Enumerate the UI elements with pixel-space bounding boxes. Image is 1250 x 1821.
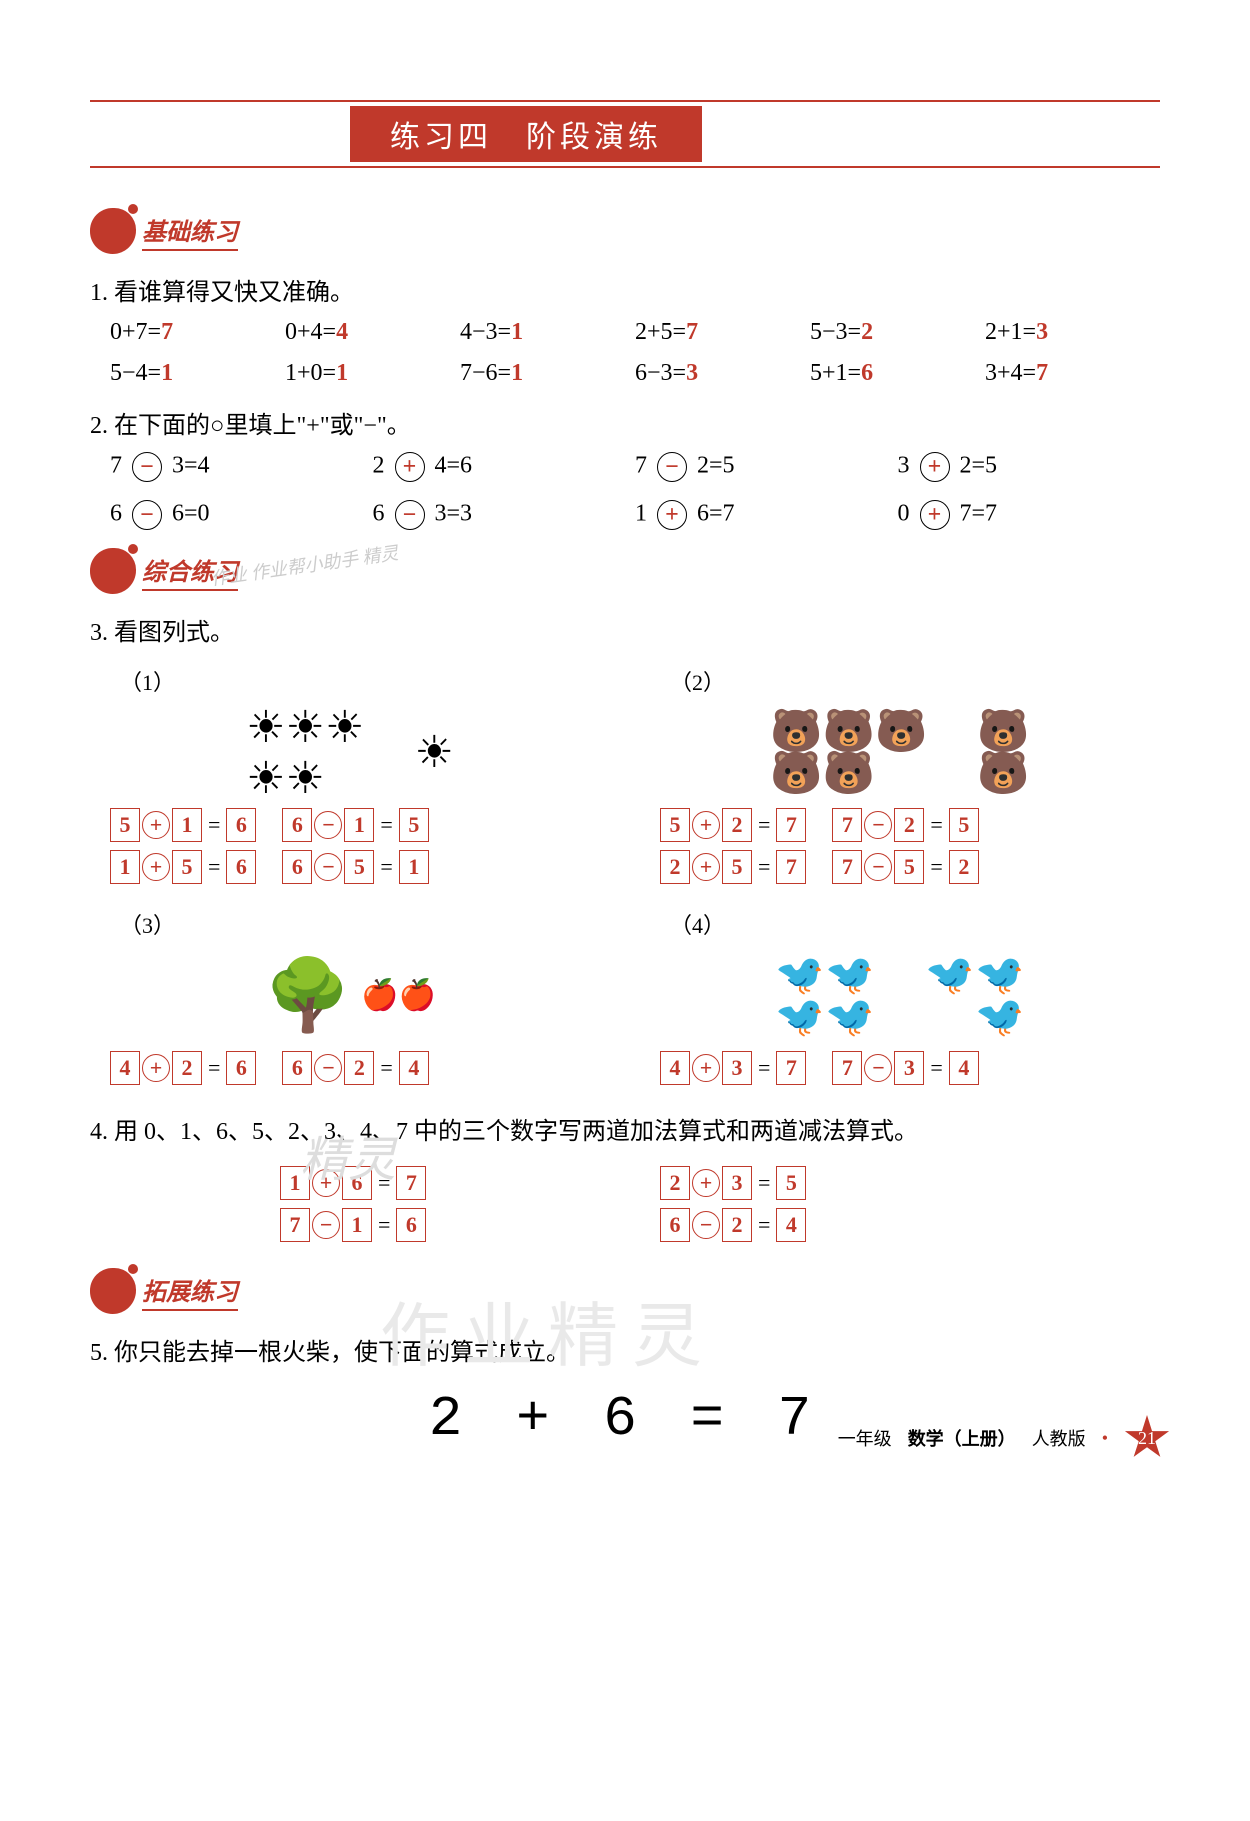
eq-row: 6−2=4 xyxy=(660,1208,1160,1242)
q3-part2: （2） 🐻🐻🐻🐻🐻 🐻🐻 5+2=7 7−2=5 2+5=7 7−5=2 xyxy=(640,659,1160,892)
box-equation: 7−3=4 xyxy=(832,1051,978,1085)
q3-part3: （3） 🌳🍎🍎 4+2=6 6−2=4 xyxy=(90,902,610,1093)
ink-blob-icon xyxy=(90,208,136,254)
section-title: 拓展练习 xyxy=(142,1272,238,1311)
ink-blob-icon xyxy=(90,1268,136,1314)
eq-row: 4+2=6 6−2=4 xyxy=(110,1051,610,1085)
eq-row: 2+5=7 7−5=2 xyxy=(660,850,1160,884)
circle-equation: 7 − 3=4 xyxy=(110,452,373,482)
circle-equation: 2 + 4=6 xyxy=(373,452,636,482)
q5-prompt: 5. 你只能去掉一根火柴，使下面的算式成立。 xyxy=(90,1332,1160,1367)
picture-tree: 🌳🍎🍎 xyxy=(90,948,610,1043)
circle-equation: 6 − 6=0 xyxy=(110,500,373,530)
picture-birds: 🐦🐦🐦🐦 🐦🐦🐦 xyxy=(640,948,1160,1043)
q3-part1: （1） ☀☀☀☀☀ ☀ 5+1=6 6−1=5 1+5=6 6−5=1 xyxy=(90,659,610,892)
ink-blob-icon xyxy=(90,548,136,594)
footer-version: 人教版 xyxy=(1032,1425,1086,1451)
equation: 4−3=1 xyxy=(460,319,635,346)
picture-bears: 🐻🐻🐻🐻🐻 🐻🐻 xyxy=(640,705,1160,800)
sub-label: （2） xyxy=(670,665,1160,697)
footer-subject: 数学（上册） xyxy=(908,1425,1016,1451)
sub-label: （1） xyxy=(120,665,610,697)
rule-bottom xyxy=(90,166,1160,168)
equation: 2+1=3 xyxy=(985,319,1160,346)
equation: 1+0=1 xyxy=(285,360,460,387)
box-equation: 6−2=4 xyxy=(660,1208,806,1242)
section-title: 综合练习 xyxy=(142,552,238,591)
page-footer: 一年级 数学（上册） 人教版 • 21 xyxy=(838,1415,1170,1461)
equation: 5−4=1 xyxy=(110,360,285,387)
section-title: 基础练习 xyxy=(142,212,238,251)
box-equation: 4+2=6 xyxy=(110,1051,256,1085)
equation: 5−3=2 xyxy=(810,319,985,346)
equation: 6−3=3 xyxy=(635,360,810,387)
eq-row: 4+3=7 7−3=4 xyxy=(660,1051,1160,1085)
box-equation: 2+3=5 xyxy=(660,1166,806,1200)
page-title: 练习四 阶段演练 xyxy=(350,106,702,162)
page-number: 21 xyxy=(1138,1428,1156,1449)
q3-part4: （4） 🐦🐦🐦🐦 🐦🐦🐦 4+3=7 7−3=4 xyxy=(640,902,1160,1093)
q4-block: 1+6=7 7−1=6 2+3=5 6−2=4 xyxy=(90,1158,1160,1250)
box-equation: 5+1=6 xyxy=(110,808,256,842)
box-equation: 2+5=7 xyxy=(660,850,806,884)
box-equation: 7−5=2 xyxy=(832,850,978,884)
box-equation: 6−1=5 xyxy=(282,808,428,842)
q3-row1: （1） ☀☀☀☀☀ ☀ 5+1=6 6−1=5 1+5=6 6−5=1 （2） 🐻🐻… xyxy=(90,659,1160,892)
title-row: 练习四 阶段演练 xyxy=(90,106,1160,162)
footer-grade: 一年级 xyxy=(838,1425,892,1451)
q4-prompt: 4. 用 0、1、6、5、2、3、4、7 中的三个数字写两道加法算式和两道减法算… xyxy=(90,1111,1160,1146)
equation: 5+1=6 xyxy=(810,360,985,387)
eq-row: 1+6=7 xyxy=(280,1166,610,1200)
rule-top xyxy=(90,100,1160,102)
circle-equation: 3 + 2=5 xyxy=(898,452,1161,482)
sub-label: （4） xyxy=(670,908,1160,940)
page-number-star: 21 xyxy=(1124,1415,1170,1461)
equation: 0+7=7 xyxy=(110,319,285,346)
circle-equation: 7 − 2=5 xyxy=(635,452,898,482)
section-extend: 拓展练习 xyxy=(90,1268,1160,1314)
box-equation: 4+3=7 xyxy=(660,1051,806,1085)
box-equation: 1+6=7 xyxy=(280,1166,426,1200)
picture-suns: ☀☀☀☀☀ ☀ xyxy=(90,705,610,800)
dot-icon: • xyxy=(1102,1428,1108,1449)
circle-equation: 1 + 6=7 xyxy=(635,500,898,530)
q2-grid: 7 − 3=42 + 4=67 − 2=53 + 2=5 6 − 6=06 − 3… xyxy=(90,452,1160,530)
box-equation: 6−5=1 xyxy=(282,850,428,884)
q1-grid: 0+7=70+4=44−3=12+5=75−3=22+1=3 5−4=11+0=1… xyxy=(90,319,1160,387)
equation: 0+4=4 xyxy=(285,319,460,346)
eq-row: 5+1=6 6−1=5 xyxy=(110,808,610,842)
eq-row: 1+5=6 6−5=1 xyxy=(110,850,610,884)
box-equation: 5+2=7 xyxy=(660,808,806,842)
eq-row: 2+3=5 xyxy=(660,1166,1160,1200)
box-equation: 1+5=6 xyxy=(110,850,256,884)
q3-prompt: 3. 看图列式。 xyxy=(90,612,1160,647)
q1-prompt: 1. 看谁算得又快又准确。 xyxy=(90,272,1160,307)
eq-row: 5+2=7 7−2=5 xyxy=(660,808,1160,842)
worksheet-page: 练习四 阶段演练 基础练习 1. 看谁算得又快又准确。 0+7=70+4=44−… xyxy=(0,0,1250,1501)
equation: 7−6=1 xyxy=(460,360,635,387)
equation: 3+4=7 xyxy=(985,360,1160,387)
section-basic: 基础练习 xyxy=(90,208,1160,254)
q3-row2: （3） 🌳🍎🍎 4+2=6 6−2=4 （4） 🐦🐦🐦🐦 🐦🐦🐦 4+3=7 7−3… xyxy=(90,902,1160,1093)
section-mixed: 综合练习 xyxy=(90,548,1160,594)
circle-equation: 6 − 3=3 xyxy=(373,500,636,530)
sub-label: （3） xyxy=(120,908,610,940)
circle-equation: 0 + 7=7 xyxy=(898,500,1161,530)
box-equation: 7−1=6 xyxy=(280,1208,426,1242)
box-equation: 6−2=4 xyxy=(282,1051,428,1085)
equation: 2+5=7 xyxy=(635,319,810,346)
eq-row: 7−1=6 xyxy=(280,1208,610,1242)
box-equation: 7−2=5 xyxy=(832,808,978,842)
q2-prompt: 2. 在下面的○里填上"+"或"−"。 xyxy=(90,405,1160,440)
